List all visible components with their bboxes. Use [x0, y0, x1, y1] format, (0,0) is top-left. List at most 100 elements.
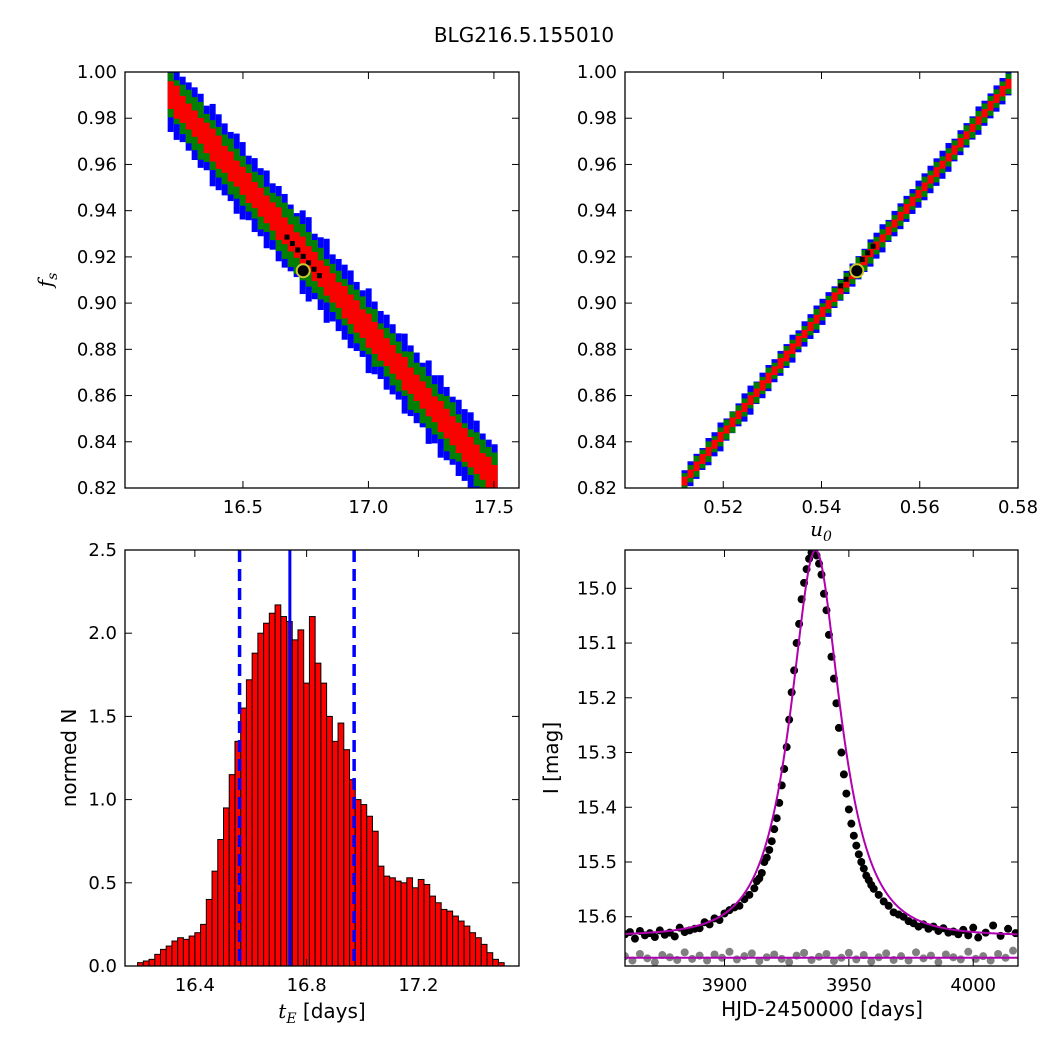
y-tick-label: 15.6: [577, 907, 617, 928]
histogram-bar: [263, 622, 270, 967]
region-1sigma-cell: [257, 187, 264, 217]
histogram-bar: [165, 945, 173, 967]
residual-point: [777, 954, 786, 963]
te-histogram-plot-area: [137, 550, 505, 967]
histogram-bar: [228, 774, 236, 967]
region-1sigma-cell: [437, 400, 444, 432]
u0-fs-xlabel-main: u: [810, 517, 823, 541]
region-1sigma-cell: [413, 374, 420, 401]
data-point: [849, 831, 858, 840]
y-tick-label: 15.3: [577, 743, 617, 764]
region-1sigma-cell: [269, 202, 276, 231]
histogram-bar: [469, 932, 477, 967]
light-curve-axes-frame: [624, 549, 1019, 967]
best-region-cell: [284, 234, 290, 240]
data-point: [839, 770, 848, 779]
panel-u0-fs: 0.52 0.54 0.56 0.58 0.82 0.84 0.86 0.88 0.90 0.92…: [577, 62, 1038, 545]
region-1sigma-cell: [359, 309, 366, 338]
best-fit-marker: [849, 263, 865, 279]
residual-point: [732, 955, 741, 964]
histogram-bar: [440, 908, 448, 967]
histogram-bar: [274, 604, 282, 967]
x-tick-label: 0.56: [900, 497, 940, 518]
y-tick-label: 15.0: [577, 578, 617, 599]
data-point: [859, 864, 868, 873]
region-1sigma-cell: [915, 190, 922, 199]
y-tick-label: 1.0: [88, 790, 117, 811]
region-1sigma-cell: [723, 425, 730, 434]
histogram-bar: [492, 958, 499, 967]
data-point: [869, 884, 878, 893]
histogram-bar: [360, 804, 368, 967]
region-1sigma-cell: [401, 356, 408, 391]
y-tick-label: 2.5: [88, 540, 117, 561]
region-1sigma-cell: [693, 461, 700, 472]
best-region-cell: [300, 253, 306, 259]
region-1sigma-cell: [981, 109, 988, 118]
histogram-bar: [429, 895, 436, 967]
residual-point: [882, 949, 891, 958]
region-1sigma-cell: [711, 439, 718, 449]
histogram-bar: [417, 878, 425, 967]
x-tick-label: 4000: [950, 975, 996, 996]
region-1sigma-cell: [969, 123, 976, 132]
light-curve-ylabel: I [mag]: [539, 722, 563, 794]
x-tick-label: 17.0: [348, 497, 388, 518]
light-curve-clipped-group: [625, 550, 1018, 966]
residual-point: [725, 947, 734, 956]
y-tick-label: 2.0: [88, 623, 117, 644]
region-1sigma-cell: [425, 388, 432, 417]
region-1sigma-cell: [825, 300, 832, 309]
y-tick-label: 15.5: [577, 852, 617, 873]
region-1sigma-cell: [909, 196, 916, 207]
histogram-bar: [188, 935, 196, 967]
region-1sigma-cell: [281, 217, 288, 245]
region-1sigma-cell: [717, 431, 724, 442]
data-point: [844, 805, 853, 814]
region-1sigma-cell: [933, 167, 940, 178]
histogram-bar: [257, 632, 265, 967]
histogram-bar: [182, 938, 190, 967]
region-1sigma-cell: [407, 367, 414, 394]
region-1sigma-cell: [473, 444, 480, 474]
data-point: [772, 814, 781, 823]
region-1sigma-cell: [963, 131, 970, 140]
histogram-bar: [320, 682, 328, 967]
histogram-bar: [200, 923, 207, 967]
histogram-bar: [480, 943, 488, 967]
region-1sigma-cell: [191, 110, 198, 137]
residual-point: [650, 958, 659, 966]
histogram-bar: [486, 952, 494, 967]
histogram-bar: [366, 815, 373, 967]
data-point: [854, 850, 863, 859]
histogram-bar: [354, 799, 362, 967]
x-tick-label: 16.4: [175, 975, 215, 996]
region-1sigma-cell: [819, 306, 826, 317]
y-tick-label: 0.96: [577, 154, 617, 175]
region-1sigma-cell: [987, 101, 994, 111]
region-1sigma-cell: [945, 153, 952, 162]
x-tick-label: 16.8: [287, 975, 327, 996]
histogram-bar: [371, 830, 379, 967]
y-tick-label: 15.4: [577, 797, 617, 818]
x-tick-label: 0.52: [703, 497, 743, 518]
best-region-cell: [311, 266, 317, 272]
data-point: [884, 901, 893, 910]
y-tick-label: 1.00: [77, 62, 117, 83]
region-1sigma-cell: [341, 286, 348, 319]
region-1sigma-cell: [299, 236, 306, 268]
region-1sigma-cell: [801, 329, 808, 339]
y-tick-label: 0.98: [77, 108, 117, 129]
region-1sigma-cell: [975, 116, 982, 125]
residual-point: [897, 952, 906, 961]
data-point: [857, 858, 866, 866]
histogram-bar: [389, 877, 396, 967]
histogram-bar: [406, 877, 414, 967]
y-tick-label: 0.92: [77, 247, 117, 268]
region-1sigma-cell: [449, 416, 456, 446]
x-tick-label: 16.5: [223, 497, 263, 518]
region-1sigma-cell: [323, 265, 330, 296]
histogram-bar: [268, 612, 276, 967]
region-1sigma-cell: [777, 358, 784, 369]
region-1sigma-cell: [957, 138, 964, 148]
